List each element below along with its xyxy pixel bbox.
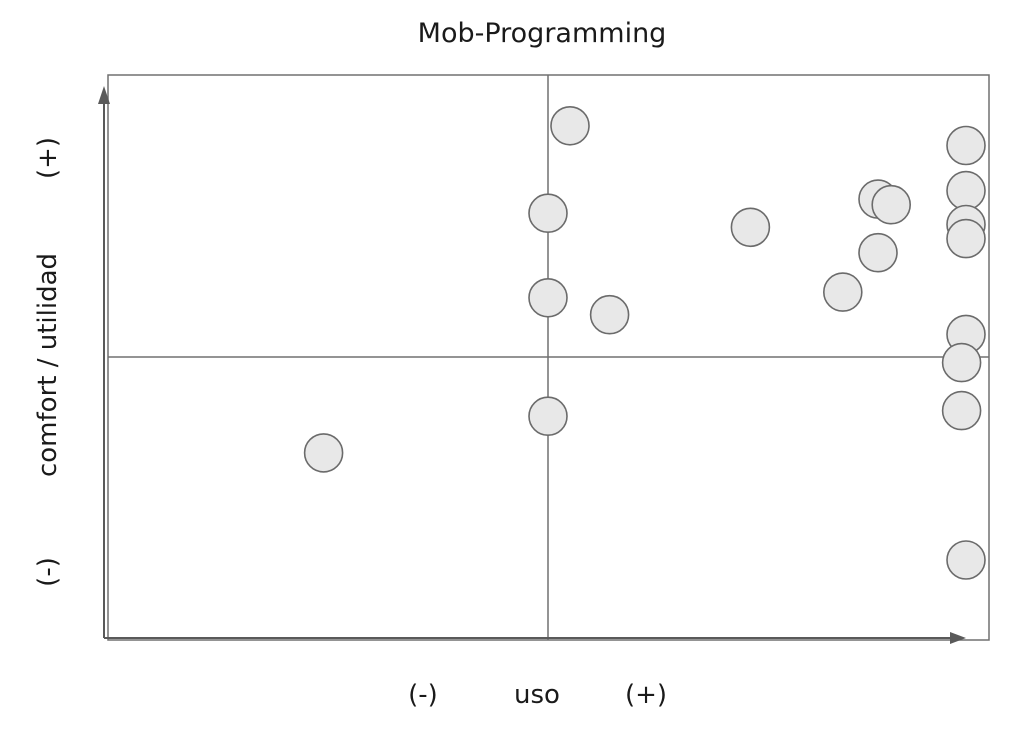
x-axis-arrowhead: [950, 632, 966, 644]
x-axis-plus-label: (+): [625, 680, 667, 710]
scatter-point: [946, 125, 986, 166]
y-axis-plus-label: (+): [33, 137, 63, 179]
scatter-point: [550, 106, 590, 146]
scatter-point: [528, 396, 568, 437]
scatter-point: [946, 540, 986, 580]
scatter-point: [303, 433, 344, 473]
scatter-point: [871, 184, 912, 225]
scatter-point: [946, 170, 986, 211]
scatter-point: [941, 390, 982, 431]
scatter-point: [730, 207, 771, 248]
chart-title: Mob-Programming: [418, 18, 667, 49]
scatter-point: [589, 294, 630, 335]
points-layer: [303, 106, 986, 580]
scatter-point: [822, 272, 863, 312]
y-axis-minus-label: (-): [33, 557, 63, 587]
scatter-point: [941, 342, 982, 383]
x-axis-minus-label: (-): [408, 680, 438, 710]
y-axis-label: comfort / utilidad: [33, 253, 63, 477]
scatter-point: [858, 232, 898, 273]
scatter-point: [946, 218, 986, 259]
scatter-point: [528, 193, 568, 233]
scatter-point: [528, 277, 568, 318]
x-axis-label: uso: [514, 680, 560, 710]
y-axis-arrowhead: [98, 86, 110, 104]
